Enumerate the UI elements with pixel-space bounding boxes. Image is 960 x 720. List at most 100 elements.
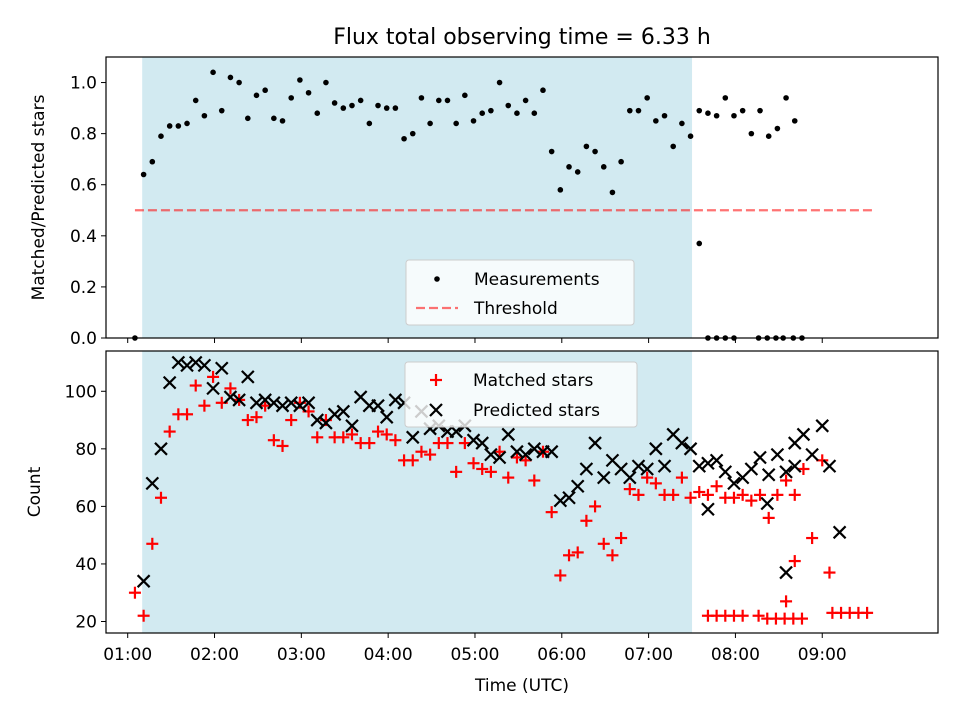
matched-point bbox=[450, 465, 463, 478]
measurement-point bbox=[140, 171, 147, 178]
predicted-point bbox=[197, 358, 212, 373]
y-tick-label: 40 bbox=[75, 555, 97, 575]
predicted-point bbox=[709, 453, 724, 468]
x-tick-label: 06:00 bbox=[537, 645, 586, 665]
predicted-point bbox=[162, 375, 177, 390]
predicted-point bbox=[405, 430, 420, 445]
matched-point bbox=[589, 500, 602, 513]
matched-point bbox=[762, 511, 775, 524]
predicted-point-b bbox=[492, 450, 507, 465]
matched-point bbox=[727, 491, 740, 504]
measurement-point bbox=[557, 187, 564, 193]
measurement-point bbox=[210, 69, 216, 76]
predicted-point bbox=[832, 525, 847, 540]
predicted-point-b bbox=[544, 444, 559, 459]
matched-point bbox=[241, 414, 254, 427]
matched-point bbox=[632, 488, 645, 501]
predicted-point-b bbox=[796, 427, 811, 442]
predicted-point bbox=[623, 470, 637, 485]
x-tick-label: 09:00 bbox=[798, 645, 847, 665]
predicted-point bbox=[301, 396, 316, 410]
predicted-point bbox=[171, 355, 186, 370]
predicted-point-b bbox=[241, 370, 255, 384]
predicted-point bbox=[388, 393, 403, 407]
predicted-point-b bbox=[683, 442, 698, 456]
predicted-point bbox=[701, 502, 715, 517]
matched-point bbox=[519, 454, 532, 467]
predicted-point-b bbox=[188, 355, 203, 370]
matched-point bbox=[276, 439, 289, 452]
predicted-point-b bbox=[336, 404, 351, 419]
predicted-point bbox=[371, 398, 385, 413]
measurement-point bbox=[349, 102, 355, 109]
measurement-point bbox=[496, 79, 503, 86]
predicted-point-b bbox=[815, 419, 830, 433]
predicted-point-b bbox=[761, 467, 776, 482]
predicted-point-b bbox=[709, 453, 724, 468]
matched-point bbox=[615, 532, 628, 545]
matched-point bbox=[823, 566, 836, 579]
predicted-point bbox=[779, 465, 793, 479]
predicted-point bbox=[180, 358, 194, 373]
bottom-axes-frame bbox=[105, 350, 939, 634]
predicted-point-b bbox=[501, 427, 516, 442]
measurement-point bbox=[644, 95, 650, 101]
predicted-point-b bbox=[145, 476, 160, 491]
predicted-point bbox=[241, 370, 255, 384]
measurement-point bbox=[279, 118, 286, 124]
measurement-point bbox=[245, 115, 251, 122]
predicted-point bbox=[275, 398, 290, 413]
matched-point bbox=[649, 477, 662, 490]
predicted-point-b bbox=[162, 375, 177, 390]
measurement-point bbox=[609, 189, 616, 196]
measurement-point bbox=[618, 158, 624, 165]
matched-point bbox=[267, 434, 280, 447]
top-y-axis-label: Matched/Predicted stars bbox=[29, 94, 49, 300]
predicted-point bbox=[787, 459, 802, 473]
measurement-point bbox=[305, 89, 312, 96]
predicted-point bbox=[293, 398, 307, 413]
predicted-point bbox=[657, 459, 672, 473]
predicted-point bbox=[753, 450, 767, 465]
predicted-point-b bbox=[657, 459, 672, 473]
legend-predicted-marker-b bbox=[429, 403, 443, 417]
measurement-point bbox=[184, 120, 190, 127]
predicted-point-b bbox=[484, 447, 498, 462]
matched-point bbox=[606, 549, 619, 562]
matched-point bbox=[754, 488, 767, 501]
top-legend-box bbox=[405, 259, 635, 326]
predicted-point-b bbox=[379, 410, 394, 424]
predicted-point bbox=[805, 447, 819, 462]
measurement-point bbox=[566, 164, 572, 170]
predicted-point-b bbox=[760, 496, 775, 511]
measurement-point bbox=[314, 110, 321, 116]
legend-matched-marker bbox=[430, 374, 442, 386]
measurement-point bbox=[687, 133, 694, 139]
y-tick-label: 0.4 bbox=[70, 227, 97, 247]
bottom-panel: 20 40 60 80 100 01:00 02:00 03:00 04:00 05:00 06:0… bbox=[25, 350, 939, 696]
measurement-point bbox=[253, 92, 260, 99]
matched-point bbox=[597, 537, 610, 550]
matched-point bbox=[285, 414, 298, 427]
matched-point bbox=[675, 471, 688, 484]
measurement-point bbox=[383, 105, 390, 111]
y-tick-label: 80 bbox=[75, 440, 97, 460]
measurement-point bbox=[262, 87, 268, 94]
y-tick-label: 1.0 bbox=[70, 74, 97, 94]
matched-point bbox=[345, 428, 358, 441]
measurement-point bbox=[409, 130, 416, 137]
y-tick-label: 100 bbox=[65, 382, 97, 402]
bottom-legend-box bbox=[404, 361, 638, 428]
legend-measurements-label: Measurements bbox=[474, 270, 600, 290]
measurement-point bbox=[739, 107, 746, 114]
matched-point bbox=[684, 491, 697, 504]
predicted-point-b bbox=[518, 447, 533, 462]
matched-point bbox=[146, 537, 159, 550]
measurement-point bbox=[323, 79, 329, 86]
matched-point bbox=[363, 437, 376, 450]
predicted-point-b bbox=[631, 459, 646, 473]
measurement-point bbox=[479, 110, 486, 116]
predicted-point-b bbox=[388, 393, 403, 407]
predicted-point bbox=[223, 390, 238, 404]
legend-predicted-marker bbox=[429, 403, 443, 417]
